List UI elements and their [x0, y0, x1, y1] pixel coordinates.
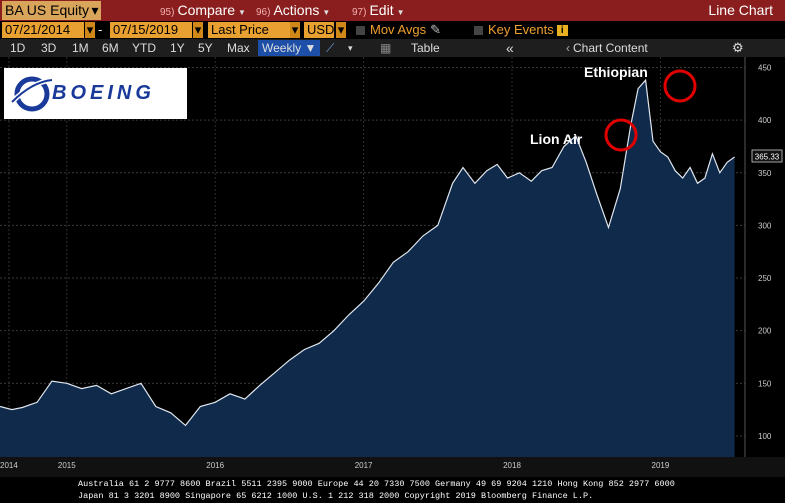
compare-menu-label: Compare	[177, 2, 236, 18]
date-separator: -	[98, 22, 103, 37]
chart-type-title: Line Chart	[708, 2, 773, 18]
frequency-select[interactable]: Weekly ▼	[258, 40, 321, 56]
end-date-field[interactable]: 07/15/2019	[110, 22, 192, 38]
chart-content-label: Chart Content	[573, 41, 648, 55]
start-date-dropdown-icon[interactable]: ▾	[85, 22, 95, 38]
lion-air-label: Lion Air	[530, 131, 583, 147]
pencil-icon[interactable]: ✎	[430, 22, 442, 37]
boeing-logo: BOEING	[4, 68, 187, 119]
x-tick-label: 2018	[503, 461, 521, 470]
edit-menu[interactable]: 97) Edit ▼	[352, 1, 405, 20]
y-tick-label: 350	[758, 169, 772, 178]
x-axis-band	[0, 457, 785, 477]
price-field-dropdown-icon[interactable]: ▾	[290, 22, 300, 38]
period-1m[interactable]: 1M	[72, 41, 89, 55]
y-tick-label: 100	[758, 432, 772, 441]
y-tick-label: 250	[758, 274, 772, 283]
period-3d[interactable]: 3D	[41, 41, 57, 55]
y-tick-label: 200	[758, 327, 772, 336]
chevron-down-icon: ▼	[396, 8, 405, 17]
chevron-down-icon[interactable]: ▾	[348, 43, 353, 53]
edit-menu-number: 97)	[352, 7, 367, 18]
ticker-dropdown-icon[interactable]: ▾	[89, 1, 101, 20]
frequency-label: Weekly	[262, 41, 302, 55]
mov-avgs-label: Mov Avgs	[370, 22, 427, 37]
table-button[interactable]: Table	[411, 41, 440, 55]
line-chart-icon[interactable]: ⟋	[326, 41, 335, 55]
boeing-logo-icon	[10, 76, 53, 112]
table-icon: ▦	[380, 41, 392, 55]
currency-select[interactable]: USD	[304, 22, 334, 38]
chevron-down-icon: ▼	[238, 8, 246, 17]
y-tick-label: 150	[758, 379, 772, 388]
price-field-select[interactable]: Last Price	[208, 22, 292, 38]
ticker-field[interactable]: BA US Equity	[2, 1, 89, 20]
footer-contacts-line2: Japan 81 3 3201 8900 Singapore 65 6212 1…	[78, 491, 594, 501]
y-tick-label: 400	[758, 116, 772, 125]
start-date-field[interactable]: 07/21/2014	[2, 22, 84, 38]
period-max[interactable]: Max	[227, 41, 250, 55]
ethiopian-label: Ethiopian	[584, 64, 648, 80]
info-icon[interactable]: i	[556, 25, 568, 37]
compare-menu-number: 95)	[160, 7, 175, 18]
last-price-label: 365.33	[755, 153, 780, 162]
key-events-label: Key Events	[488, 22, 554, 37]
function-bar: BA US Equity ▾ 95) Compare ▼ 96) Actions ▼ 9…	[0, 0, 785, 21]
chart-content-button[interactable]: ‹ Chart Content	[566, 40, 648, 56]
ethiopian-circle	[663, 69, 697, 103]
gear-icon[interactable]: ⚙	[732, 40, 744, 55]
footer-contacts-line1: Australia 61 2 9777 8600 Brazil 5511 239…	[78, 479, 675, 489]
period-bar: 1D 3D 1M 6M YTD 1Y 5Y Max Weekly ▼ ⟋ ▾ ▦…	[0, 39, 785, 57]
actions-menu[interactable]: 96) Actions ▼	[256, 1, 330, 20]
collapse-left-icon[interactable]: «	[506, 40, 514, 56]
mov-avgs-toggle[interactable]: Mov Avgs ✎	[356, 22, 441, 38]
price-area-fill	[0, 80, 735, 457]
period-6m[interactable]: 6M	[102, 41, 119, 55]
x-tick-label: 2016	[206, 461, 224, 470]
x-tick-label: 2014	[0, 461, 18, 470]
chevron-down-icon: ▼	[322, 8, 331, 17]
x-tick-label: 2017	[355, 461, 373, 470]
footer: Australia 61 2 9777 8600 Brazil 5511 239…	[0, 477, 785, 503]
period-ytd[interactable]: YTD	[132, 41, 156, 55]
y-tick-label: 300	[758, 221, 772, 230]
period-5y[interactable]: 5Y	[198, 41, 213, 55]
chart-area: 100 150 200 250 300 350 400 450 2014 2015 2016 201…	[0, 57, 785, 477]
compare-menu[interactable]: 95) Compare ▼	[160, 1, 246, 20]
actions-menu-label: Actions	[273, 2, 320, 18]
price-line	[0, 78, 735, 427]
key-events-toggle[interactable]: Key Events i	[474, 22, 568, 38]
controls-bar: 07/21/2014 ▾ - 07/15/2019 ▾ Last Price ▾…	[0, 21, 785, 39]
period-1d[interactable]: 1D	[10, 41, 26, 55]
chevron-left-icon: ‹	[566, 41, 570, 55]
chevron-down-icon: ▼	[304, 41, 317, 55]
price-chart: 100 150 200 250 300 350 400 450 2014 2015 2016 201…	[0, 57, 785, 477]
key-events-checkbox[interactable]	[474, 26, 483, 36]
end-date-dropdown-icon[interactable]: ▾	[193, 22, 203, 38]
lion-air-circle	[604, 118, 638, 152]
currency-dropdown-icon[interactable]: ▾	[336, 22, 346, 38]
edit-menu-label: Edit	[369, 2, 394, 18]
y-tick-label: 450	[758, 64, 772, 73]
boeing-wordmark: BOEING	[52, 82, 155, 104]
x-tick-label: 2015	[58, 461, 76, 470]
x-tick-label: 2019	[652, 461, 670, 470]
actions-menu-number: 96)	[256, 7, 271, 18]
last-price-tag: 365.33	[751, 149, 783, 163]
mov-avgs-checkbox[interactable]	[356, 26, 365, 36]
period-1y[interactable]: 1Y	[170, 41, 185, 55]
